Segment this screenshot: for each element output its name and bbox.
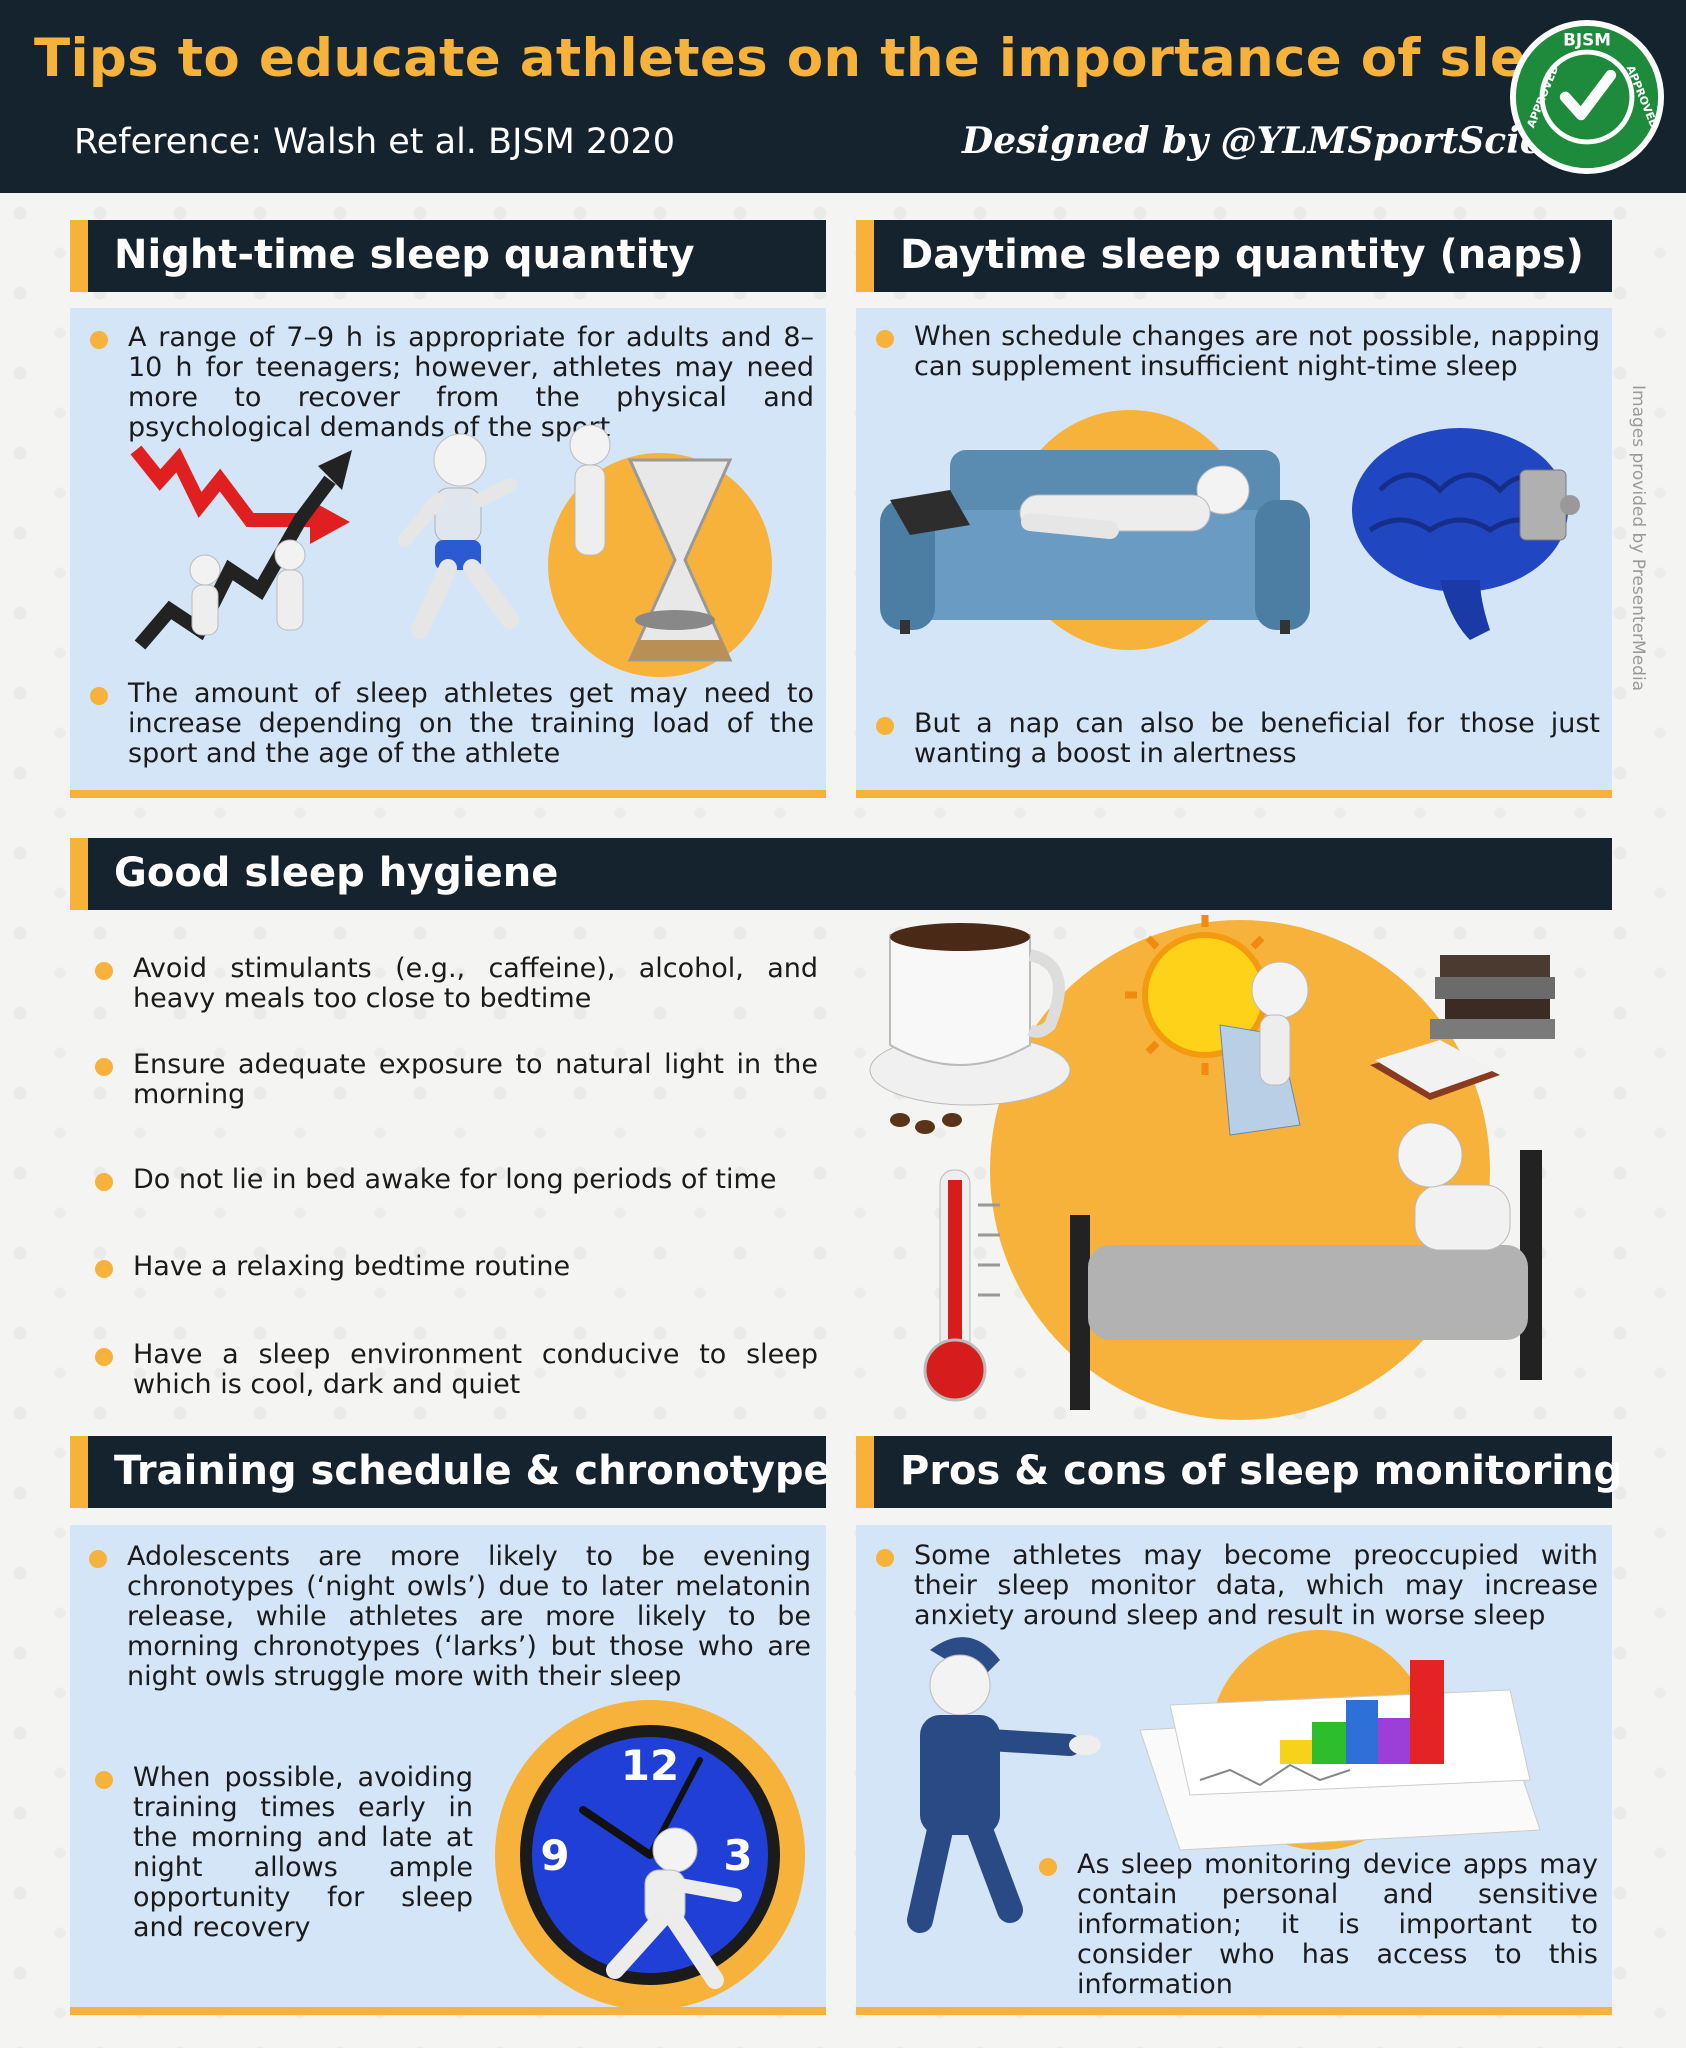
header: Tips to educate athletes on the importan… — [0, 0, 1686, 193]
monitoring-illustrations — [907, 1630, 1541, 1933]
napping-person-icon — [1019, 465, 1250, 539]
section-header-hygiene: Good sleep hygiene — [70, 838, 1612, 910]
section-title: Pros & cons of sleep monitoring — [900, 1448, 1623, 1494]
hourglass-icon — [548, 424, 772, 677]
running-figure-icon — [606, 1827, 742, 1989]
brain-icon — [1352, 428, 1580, 640]
bed-icon — [1070, 1122, 1542, 1410]
day-illustrations — [880, 410, 1580, 650]
bullet-training-1: Adolescents are more likely to be evenin… — [89, 1541, 811, 1692]
thermometer-icon — [923, 1169, 1000, 1402]
bjsm-approved-badge: BJSM APPROVED APPROVED — [1509, 19, 1665, 175]
section-header-day: Daytime sleep quantity (naps) — [856, 220, 1612, 292]
books-icon — [1370, 955, 1555, 1100]
page-title: Tips to educate athletes on the importan… — [34, 28, 1601, 89]
sleepwalking-person-icon — [907, 1637, 1101, 1933]
bullet-night-2: The amount of sleep athletes get may nee… — [90, 678, 814, 769]
section-header-monitoring: Pros & cons of sleep monitoring — [856, 1436, 1622, 1508]
checkmark-icon — [1559, 69, 1617, 121]
section-title: Good sleep hygiene — [114, 850, 559, 896]
data-papers-icon — [1139, 1660, 1541, 1851]
badge-top-label: BJSM — [1563, 30, 1611, 50]
bullet-monitoring-1: Some athletes may become preoccupied wit… — [876, 1540, 1598, 1631]
section-title: Training schedule & chronotype — [114, 1448, 831, 1494]
image-credit: Images provided by PresenterMedia — [1628, 385, 1648, 692]
section-header-night: Night-time sleep quantity — [70, 220, 826, 292]
section-title: Night-time sleep quantity — [114, 232, 695, 278]
coffee-cup-icon — [869, 923, 1071, 1134]
section-title: Daytime sleep quantity (naps) — [900, 232, 1584, 278]
bullet-training-2: When possible, avoiding training times e… — [95, 1762, 473, 1943]
deck-chair-person-icon — [1219, 961, 1309, 1136]
bullet-day-1: When schedule changes are not possible, … — [876, 321, 1600, 382]
bullet-hygiene-1: Avoid stimulants (e.g., caffeine), alcoh… — [95, 953, 818, 1014]
trend-arrows-icon — [130, 445, 352, 650]
clock-icon: 12 9 3 — [495, 1700, 805, 2010]
bullet-night-1: A range of 7–9 h is appropriate for adul… — [90, 322, 814, 443]
bullet-hygiene-5: Have a sleep environment conducive to sl… — [95, 1339, 818, 1400]
clock-number-3: 3 — [723, 1831, 752, 1880]
bullet-hygiene-4: Have a relaxing bedtime routine — [95, 1252, 818, 1282]
hygiene-illustrations — [869, 915, 1555, 1420]
bullet-monitoring-2: As sleep monitoring device apps may cont… — [1039, 1849, 1598, 2000]
bullet-hygiene-2: Ensure adequate exposure to natural ligh… — [95, 1049, 818, 1110]
clock-number-9: 9 — [540, 1831, 569, 1880]
runner-icon — [398, 433, 519, 639]
bullet-day-2: But a nap can also be beneficial for tho… — [876, 708, 1600, 769]
night-illustrations — [130, 424, 772, 677]
designer-credit: Designed by @YLMSportScience — [962, 120, 1614, 162]
section-header-training: Training schedule & chronotype — [70, 1436, 831, 1508]
reference-text: Reference: Walsh et al. BJSM 2020 — [74, 122, 675, 162]
clock-number-12: 12 — [621, 1741, 679, 1790]
bullet-hygiene-3: Do not lie in bed awake for long periods… — [95, 1165, 818, 1195]
